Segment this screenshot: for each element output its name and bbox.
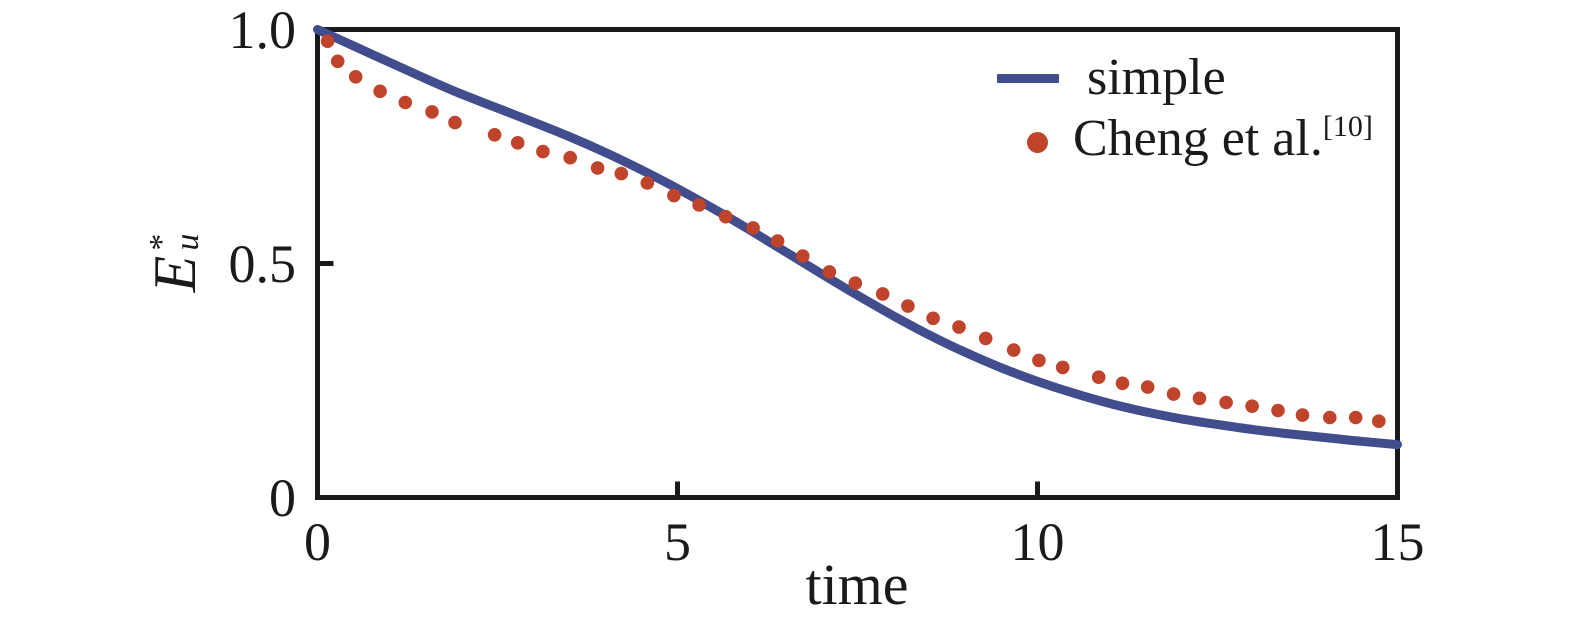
x-tick-label: 0: [304, 512, 331, 572]
axes-frame-rect: [315, 27, 1400, 500]
cheng-data-point: [487, 128, 502, 142]
cheng-data-point: [1372, 414, 1386, 429]
legend-label-cheng-text: Cheng et al.: [1073, 109, 1323, 167]
cheng-data-point: [320, 34, 335, 48]
cheng-data-point: [1219, 395, 1233, 410]
cheng-data-point: [590, 161, 605, 175]
cheng-data-point: [770, 234, 785, 248]
cheng-data-point: [1032, 353, 1046, 368]
cheng-data-point: [848, 276, 863, 291]
cheng-data-point: [330, 54, 345, 69]
cheng-data-point: [1192, 391, 1207, 406]
x-tick-label: 10: [1010, 512, 1065, 572]
cheng-data-point: [822, 265, 837, 279]
cheng-data-point: [1245, 399, 1259, 414]
y-axis-label-subscript: u: [169, 233, 206, 251]
cheng-data-point: [1166, 387, 1181, 401]
x-axis-label: time: [805, 552, 909, 617]
cheng-data-point: [1323, 410, 1337, 425]
y-tick-label: 0: [269, 467, 296, 528]
cheng-data-point: [536, 144, 550, 159]
y-tick-label: 0.5: [228, 233, 297, 294]
cheng-data-point: [1295, 408, 1310, 422]
legend-item-cheng: Cheng et al.[10]: [997, 110, 1373, 170]
legend-label-cheng: Cheng et al.[10]: [1073, 109, 1373, 174]
cheng-data-point: [952, 320, 966, 334]
cheng-data-point: [1140, 380, 1155, 394]
cheng-data-point: [1348, 410, 1363, 425]
cheng-data-point: [1091, 370, 1106, 385]
y-tick-label: 1.0: [228, 0, 297, 60]
cheng-data-point: [692, 198, 706, 212]
cheng-data-point: [640, 176, 655, 190]
cheng-data-point: [796, 249, 810, 263]
axis-ticks: [319, 261, 1040, 496]
citation-superscript: [10]: [1322, 109, 1373, 143]
cheng-data-point: [667, 188, 681, 203]
series-cheng-dots: [320, 34, 1386, 429]
cheng-data-point: [348, 70, 363, 84]
cheng-data-point: [901, 299, 915, 313]
cheng-data-point: [510, 136, 525, 150]
cheng-data-point: [1006, 343, 1021, 357]
x-tick-label: 5: [664, 512, 691, 572]
x-tick-label: 15: [1370, 512, 1425, 572]
legend: simple Cheng et al.[10]: [997, 50, 1373, 178]
cheng-data-point: [1055, 360, 1070, 375]
cheng-data-point: [563, 150, 577, 165]
cheng-data-point: [718, 209, 733, 224]
cheng-data-point: [978, 331, 993, 346]
y-axis-label-base: E: [142, 255, 208, 293]
cheng-data-point: [373, 84, 387, 99]
cheng-data-point: [1115, 376, 1130, 391]
cheng-data-point: [875, 287, 890, 301]
dot-swatch: [1027, 131, 1048, 153]
cheng-data-point: [448, 115, 462, 130]
axes-frame: [315, 27, 1400, 500]
y-axis-label-stack: * u: [143, 233, 206, 251]
simple-curve: [313, 25, 1402, 450]
line-swatch: [997, 73, 1059, 83]
legend-label-simple: simple: [1087, 49, 1226, 106]
cheng-data-point: [398, 95, 413, 110]
legend-item-simple: simple: [997, 50, 1373, 106]
cheng-data-point: [926, 311, 940, 326]
cheng-data-point: [746, 221, 760, 235]
cheng-data-point: [1271, 403, 1285, 418]
series-simple-line: [313, 25, 1402, 450]
cheng-data-point: [425, 105, 439, 119]
y-axis-label: E * u: [142, 233, 208, 293]
cheng-data-point: [614, 166, 629, 181]
